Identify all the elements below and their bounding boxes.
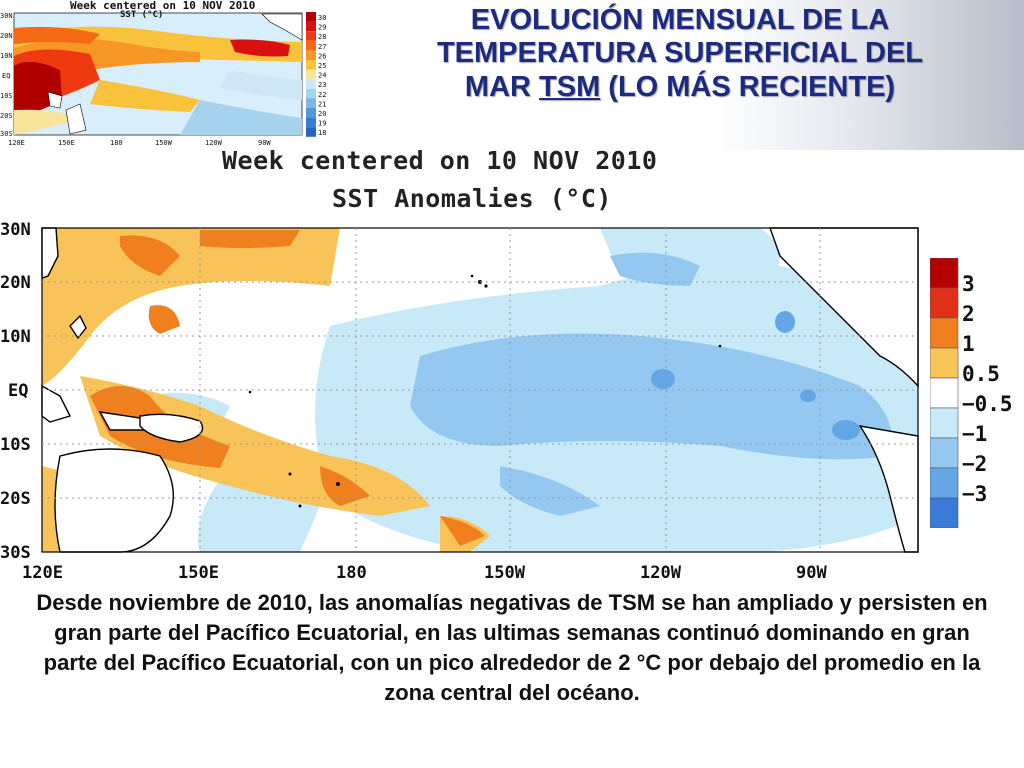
- colorbar-swatch: [929, 407, 959, 439]
- thumb-colorbar-swatch: [306, 98, 316, 108]
- thumb-lat-label: 30S: [0, 130, 13, 138]
- cool-anomaly-strong: [651, 311, 860, 440]
- anomaly-colorbar: 3 2 1 0.5 −0.5 −1 −2 −3: [929, 257, 1013, 533]
- thumb-title: Week centered on 10 NOV 2010: [70, 0, 256, 12]
- thumb-colorbar-swatch: [306, 108, 316, 118]
- thumb-colorbar-swatch: [306, 60, 316, 70]
- map-lon-label: 180: [336, 563, 367, 583]
- map-lat-label: 10N: [0, 327, 31, 347]
- colorbar-swatch: [929, 467, 959, 499]
- thumb-colorbar-swatch: [306, 79, 316, 89]
- colorbar-label: −0.5: [962, 392, 1013, 416]
- thumb-colorbar-label: 27: [318, 43, 326, 51]
- thumb-colorbar-label: 23: [318, 81, 326, 89]
- colorbar-swatch: [929, 377, 959, 409]
- thumb-lat-labels: 30N 20N 10N EQ 10S 20S 30S: [0, 12, 13, 138]
- thumb-colorbar-swatch: [306, 21, 316, 32]
- thumb-colorbar-label: 21: [318, 100, 326, 108]
- thumb-colorbar-label: 25: [318, 62, 326, 70]
- islands: [248, 274, 722, 508]
- thumb-colorbar-label: 29: [318, 24, 326, 32]
- thumb-colorbar-label: 28: [318, 33, 326, 41]
- colorbar-swatch: [929, 347, 959, 379]
- thumb-subtitle: SST (°C): [120, 10, 164, 20]
- thumb-lat-label: 10N: [0, 52, 13, 60]
- thumb-colorbar-swatch: [306, 127, 316, 137]
- sst-thumbnail-map: 30N 20N 10N EQ 10S 20S 30S 120E 150E 180…: [0, 0, 330, 150]
- colorbar-label: −2: [962, 452, 988, 476]
- map-lat-label: 20N: [0, 273, 31, 293]
- colorbar-swatch: [929, 257, 959, 289]
- thumb-colorbar-label: 30: [318, 14, 326, 22]
- map-lat-label: 30S: [0, 543, 31, 563]
- thumb-lon-labels: 120E 150E 180 150W 120W 90W: [8, 139, 271, 147]
- thumb-colorbar-label: 20: [318, 110, 326, 118]
- thumb-lat-label: 20S: [0, 112, 13, 120]
- colorbar-swatch: [929, 317, 959, 349]
- thumb-colorbar-swatch: [306, 88, 316, 99]
- land-outlines: [41, 227, 919, 553]
- colorbar-swatch: [929, 287, 959, 319]
- colorbar-label: 3: [962, 272, 975, 296]
- thumb-colorbar-swatch: [306, 50, 316, 60]
- map-lon-label: 120W: [640, 563, 682, 583]
- map-lat-labels: 30N 20N 10N EQ 10S 20S 30S: [0, 220, 31, 563]
- map-title: Week centered on 10 NOV 2010: [222, 146, 658, 175]
- title-band: [330, 0, 1024, 150]
- thumb-colorbar-swatch: [306, 12, 316, 22]
- colorbar-swatch: [929, 497, 959, 529]
- thumb-lon-label: 120E: [8, 139, 25, 147]
- slide-title-tsm: TSM: [539, 70, 601, 103]
- thumb-colorbar-swatch: [306, 31, 316, 41]
- slide-title-line2: TEMPERATURA SUPERFICIAL DEL: [436, 37, 924, 70]
- thumb-lon-label: 150E: [58, 139, 75, 147]
- sst-anomaly-map: 30N 20N 10N EQ 10S 20S 30S 120E 150E 180…: [0, 220, 919, 583]
- map-lat-label: 20S: [0, 489, 31, 509]
- thumb-lon-label: 150W: [155, 139, 173, 147]
- map-lon-labels: 120E 150E 180 150W 120W 90W: [22, 563, 827, 583]
- thumb-lat-label: 10S: [0, 92, 13, 100]
- slide-title: EVOLUCIÓN MENSUAL DE LA TEMPERATURA SUPE…: [340, 4, 1020, 104]
- thumb-lon-label: 90W: [258, 139, 271, 147]
- map-lon-label: 150E: [178, 563, 219, 583]
- slide-title-line3-post: (LO MÁS RECIENTE): [600, 70, 896, 103]
- thumb-colorbar-label: 22: [318, 91, 326, 99]
- colorbar-label: −1: [962, 422, 988, 446]
- thumb-lat-label: EQ: [2, 72, 10, 80]
- map-lat-label: 10S: [0, 435, 31, 455]
- thumb-colorbar-label: 18: [318, 129, 326, 137]
- thumb-lat-label: 20N: [0, 32, 13, 40]
- slide-title-line1: EVOLUCIÓN MENSUAL DE LA: [470, 4, 890, 36]
- cool-anomaly-medium: [410, 252, 892, 516]
- warm-anomaly-orange: [90, 230, 485, 546]
- map-lat-label: EQ: [8, 381, 28, 401]
- colorbar-label: 2: [962, 302, 975, 326]
- map-grid: [42, 228, 918, 552]
- thumb-lon-label: 180: [110, 139, 123, 147]
- colorbar-label: 1: [962, 332, 975, 356]
- map-lon-label: 150W: [484, 563, 526, 583]
- thumb-colorbar-label: 24: [318, 72, 326, 80]
- slide-title-line3-pre: MAR: [464, 70, 540, 103]
- thumb-colorbar-swatch: [306, 69, 316, 80]
- sst-thumbnail-plot: 30N 20N 10N EQ 10S 20S 30S 120E 150E 180…: [0, 12, 326, 147]
- thumb-lon-label: 120W: [205, 139, 223, 147]
- map-lon-label: 90W: [796, 563, 827, 583]
- slide-caption: Desde noviembre de 2010, las anomalías n…: [36, 590, 988, 706]
- thumb-colorbar-label: 26: [318, 52, 326, 60]
- map-lat-label: 30N: [0, 220, 31, 240]
- colorbar-swatches: [929, 257, 959, 529]
- map-subtitle: SST Anomalies (°C): [332, 184, 612, 213]
- colorbar-label: −3: [962, 482, 988, 506]
- map-lon-label: 120E: [22, 563, 63, 583]
- colorbar-label: 0.5: [962, 362, 1000, 386]
- thumb-lat-label: 30N: [0, 12, 13, 20]
- thumb-colorbar-swatch: [306, 40, 316, 51]
- thumb-colorbar-swatch: [306, 117, 316, 128]
- thumb-colorbar-label: 19: [318, 120, 326, 128]
- colorbar-swatch: [929, 437, 959, 469]
